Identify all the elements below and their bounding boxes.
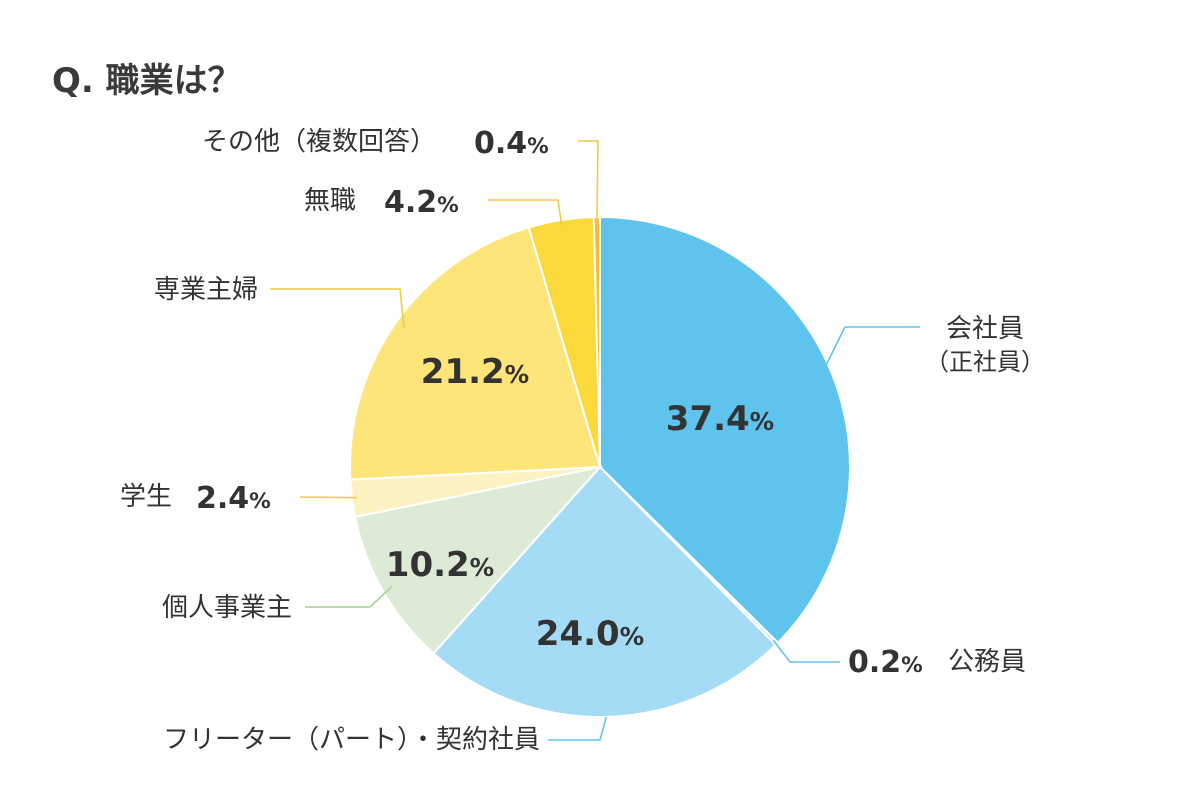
category-label-1: 会社員 bbox=[946, 314, 1024, 344]
leader-line-7 bbox=[488, 199, 563, 226]
category-label-4: 個人事業主 bbox=[162, 593, 292, 623]
category-label-7: 無職 bbox=[304, 186, 356, 216]
slice-labels: 37.4% 24.0% 10.2% 21.2% 会社員 （正社員） 0.2% 公務員フリーター… bbox=[120, 126, 1045, 755]
value-label-3: 24.0% bbox=[536, 614, 644, 654]
leader-line-6 bbox=[270, 288, 405, 329]
leader-line-2 bbox=[772, 639, 840, 663]
category-label-5: 学生 bbox=[120, 482, 172, 512]
value-label-5: 2.4% bbox=[196, 481, 271, 516]
value-label-2: 0.2% bbox=[848, 645, 923, 680]
leader-lines bbox=[270, 140, 920, 741]
value-label-7: 4.2% bbox=[384, 185, 459, 220]
category-label-6: 専業主婦 bbox=[154, 275, 258, 305]
pie-slice-4 bbox=[353, 465, 603, 655]
leader-line-4 bbox=[305, 585, 393, 608]
category-label-8: その他（複数回答） bbox=[202, 127, 436, 157]
leader-line-1 bbox=[820, 326, 920, 375]
value-label-8: 0.4% bbox=[474, 126, 549, 161]
category-label-2: 公務員 bbox=[948, 647, 1026, 677]
chart-title: Q. 職業は？ bbox=[52, 61, 242, 101]
pie-slices bbox=[349, 215, 851, 718]
pie-slice-6 bbox=[349, 226, 602, 481]
leader-line-3 bbox=[548, 716, 608, 741]
value-label-6: 21.2% bbox=[421, 352, 529, 392]
value-label-4: 10.2% bbox=[386, 545, 494, 585]
pie-slice-1 bbox=[599, 215, 851, 645]
pie-slice-3 bbox=[432, 465, 778, 718]
leader-line-8 bbox=[578, 140, 599, 223]
value-label-1: 37.4% bbox=[666, 399, 774, 439]
leader-line-5 bbox=[299, 496, 357, 499]
category-label-3: フリーター（パート）・契約社員 bbox=[163, 725, 540, 755]
category-sublabel-1: （正社員） bbox=[925, 348, 1045, 376]
